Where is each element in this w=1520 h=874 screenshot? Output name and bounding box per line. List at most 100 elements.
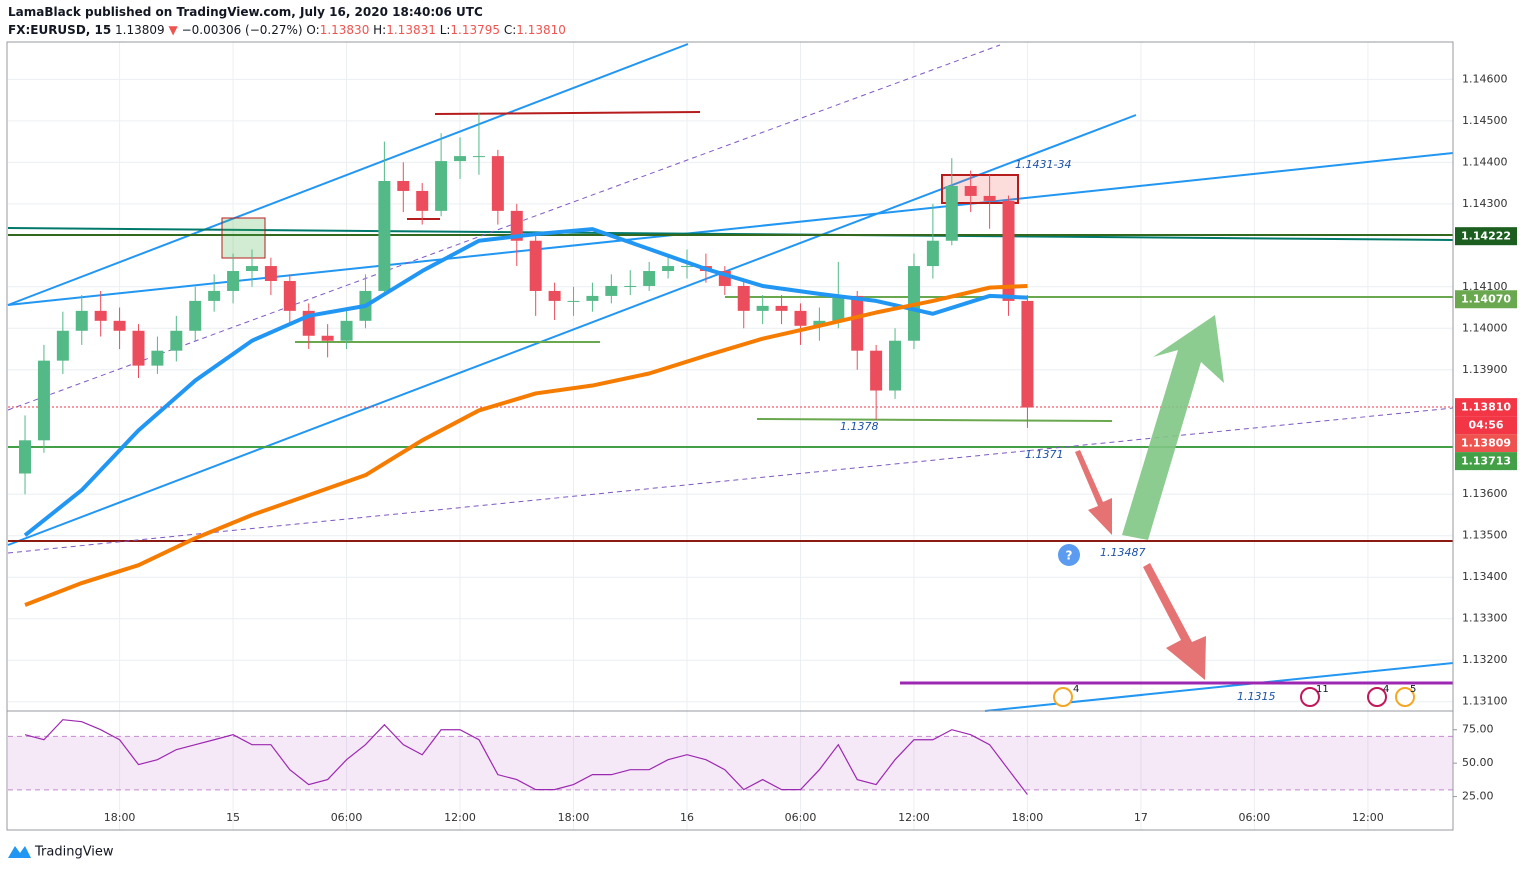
event-count: 11 bbox=[1316, 684, 1329, 695]
candle-body bbox=[1002, 200, 1015, 301]
moving-average bbox=[23, 227, 1028, 537]
event-icon[interactable] bbox=[1300, 687, 1320, 707]
candle-body bbox=[321, 335, 334, 341]
rsi-line bbox=[24, 719, 1028, 795]
rsi-tick-label: 25.00 bbox=[1462, 790, 1494, 803]
level-line bbox=[756, 418, 1113, 422]
x-tick-label: 12:00 bbox=[898, 811, 930, 824]
y-tick-label: 1.13300 bbox=[1462, 612, 1508, 625]
logo bbox=[8, 846, 31, 858]
l-label: L: bbox=[440, 23, 451, 37]
annotation: 1.1371 bbox=[1025, 448, 1064, 461]
axes: 18:00 15 06:00 12:00 18:00 16 06:00 12:00 18:00 1… bbox=[6, 41, 1508, 831]
arrow-up bbox=[1122, 315, 1224, 540]
candle-body bbox=[794, 310, 807, 326]
annotation: 1.1378 bbox=[840, 420, 879, 433]
price-label-box bbox=[1455, 434, 1517, 453]
rsi-pane: 25.00 50.00 75.00 bbox=[8, 719, 1494, 803]
drawings bbox=[7, 43, 1454, 712]
price-label: 1.14070 bbox=[1461, 293, 1511, 306]
x-tick-label: 18:00 bbox=[558, 811, 590, 824]
x-tick-label: 06:00 bbox=[1239, 811, 1271, 824]
zone-box bbox=[221, 217, 266, 259]
candle-body bbox=[662, 266, 675, 272]
candle-body bbox=[151, 350, 164, 366]
candle-body bbox=[245, 266, 258, 272]
candle-body bbox=[75, 310, 88, 331]
price-labels: 1.14222 1.14070 1.13810 04:56 1.13809 1.13713 bbox=[1455, 227, 1517, 471]
price-label-box bbox=[1455, 398, 1517, 417]
x-tick-label: 15 bbox=[226, 811, 240, 824]
rsi-tick-label: 75.00 bbox=[1462, 723, 1494, 736]
publisher-text: LamaBlack published on TradingView.com, … bbox=[8, 5, 483, 19]
arrow: ▼ bbox=[169, 23, 179, 37]
candle-body bbox=[454, 156, 467, 162]
l: 1.13795 bbox=[450, 23, 500, 37]
x-tick-label: 16 bbox=[680, 811, 694, 824]
x-tick-label: 12:00 bbox=[1352, 811, 1384, 824]
price-label: 1.13810 bbox=[1461, 401, 1511, 414]
last: 1.13809 bbox=[115, 23, 165, 37]
y-tick-label: 1.14600 bbox=[1462, 72, 1508, 85]
dashed-line bbox=[7, 407, 1454, 554]
candle-body bbox=[94, 310, 107, 321]
price-label-box bbox=[1455, 290, 1517, 309]
arrow-down bbox=[1075, 450, 1112, 535]
candle-body bbox=[529, 240, 542, 291]
x-tick-label: 18:00 bbox=[104, 811, 136, 824]
rsi-band bbox=[8, 736, 1453, 790]
moving-averages bbox=[23, 227, 1028, 607]
annotation: 1.1315 bbox=[1237, 690, 1276, 703]
question-icon[interactable] bbox=[1058, 544, 1080, 566]
price-label: 1.13713 bbox=[1461, 455, 1511, 468]
candle-body bbox=[889, 340, 902, 391]
candle-body bbox=[586, 295, 599, 301]
candle-body bbox=[756, 305, 769, 311]
candles bbox=[19, 112, 1034, 495]
candle-body bbox=[813, 320, 826, 326]
y-tick-label: 1.13400 bbox=[1462, 570, 1508, 583]
y-tick-label: 1.13200 bbox=[1462, 653, 1508, 666]
h: 1.13831 bbox=[386, 23, 436, 37]
y-tick-label: 1.14300 bbox=[1462, 197, 1508, 210]
y-tick-label: 1.13600 bbox=[1462, 487, 1508, 500]
candle-body bbox=[472, 156, 485, 158]
countdown: 04:56 bbox=[1468, 419, 1503, 432]
event-icon[interactable] bbox=[1053, 687, 1073, 707]
x-tick-label: 12:00 bbox=[444, 811, 476, 824]
candle-body bbox=[832, 295, 845, 321]
y-tick-label: 1.14500 bbox=[1462, 114, 1508, 127]
candle-body bbox=[37, 360, 50, 441]
candle-body bbox=[170, 330, 183, 351]
symbol-line: FX:EURUSD, 15 1.13809 ▼ −0.00306 (−0.27%… bbox=[8, 23, 566, 37]
candle-body bbox=[19, 440, 32, 474]
countdown-box bbox=[1455, 416, 1517, 435]
candle-body bbox=[113, 320, 126, 331]
price-label: 1.14222 bbox=[1461, 230, 1511, 243]
y-tick-label: 1.13500 bbox=[1462, 529, 1508, 542]
candle-body bbox=[397, 180, 410, 191]
event-icon[interactable] bbox=[1395, 687, 1415, 707]
candle-body bbox=[510, 210, 523, 241]
x-tick-label: 18:00 bbox=[1012, 811, 1044, 824]
event-icon[interactable] bbox=[1367, 687, 1387, 707]
candle-body bbox=[775, 305, 788, 311]
candle-body bbox=[1021, 300, 1034, 408]
price-label-box bbox=[1455, 452, 1517, 471]
o-label: O: bbox=[306, 23, 319, 37]
y-tick-label: 1.14000 bbox=[1462, 321, 1508, 334]
c-label: C: bbox=[504, 23, 516, 37]
price-label: 1.13809 bbox=[1461, 437, 1511, 450]
candle-body bbox=[378, 180, 391, 291]
arrow-down bbox=[1143, 563, 1206, 680]
trend-line bbox=[7, 152, 1454, 306]
candle-body bbox=[624, 285, 637, 287]
candle-body bbox=[227, 271, 240, 291]
candle-body bbox=[435, 161, 448, 211]
candle-body bbox=[643, 271, 656, 286]
y-tick-label: 1.13100 bbox=[1462, 695, 1508, 708]
x-tick-label: 06:00 bbox=[331, 811, 363, 824]
candle-body bbox=[737, 285, 750, 311]
brand: TradingView bbox=[34, 845, 114, 860]
